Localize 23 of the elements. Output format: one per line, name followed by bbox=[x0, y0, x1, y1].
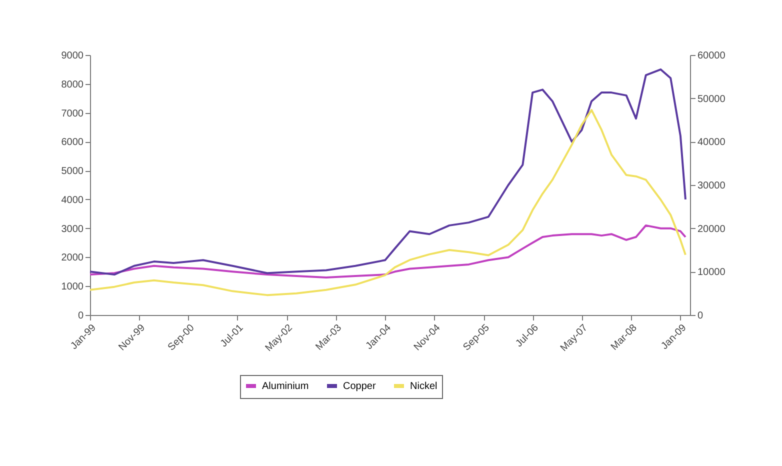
y-tick-label: 5000 bbox=[61, 166, 84, 178]
y-tick-label: 2000 bbox=[61, 252, 84, 264]
line-series bbox=[89, 68, 686, 276]
line-series bbox=[89, 109, 686, 296]
y-tick-label: 9000 bbox=[61, 50, 84, 62]
y-tick-label: 8000 bbox=[61, 79, 84, 90]
y2-tick-label: 30000 bbox=[698, 180, 726, 192]
legend-label: Aluminium bbox=[262, 381, 309, 392]
y-tick-label: 6000 bbox=[61, 137, 84, 148]
y2-tick-label: 50000 bbox=[698, 94, 726, 105]
y2-tick-label: 40000 bbox=[698, 137, 726, 148]
y2-tick-label: 20000 bbox=[698, 224, 726, 235]
legend-label: Nickel bbox=[410, 381, 438, 392]
y2-tick-label: 10000 bbox=[698, 267, 726, 278]
y-tick-label: 0 bbox=[78, 310, 84, 322]
y2-tick-label: 60000 bbox=[698, 50, 726, 62]
legend-label: Copper bbox=[343, 381, 376, 392]
y-tick-label: 4000 bbox=[61, 194, 84, 206]
line-series bbox=[89, 224, 686, 278]
y-tick-label: 7000 bbox=[61, 108, 84, 120]
y-tick-label: 3000 bbox=[61, 224, 84, 235]
y2-tick-label: 0 bbox=[698, 310, 704, 322]
y-tick-label: 1000 bbox=[61, 282, 84, 293]
